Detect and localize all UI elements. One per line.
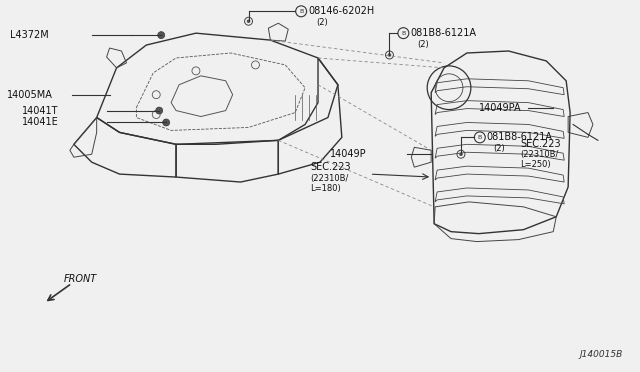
Text: 14005MA: 14005MA: [7, 90, 53, 100]
Circle shape: [459, 153, 463, 156]
Text: (2): (2): [493, 144, 506, 153]
Circle shape: [163, 119, 170, 126]
Text: B: B: [401, 31, 406, 36]
Text: L=250): L=250): [520, 160, 551, 169]
Circle shape: [157, 32, 164, 39]
Text: L4372M: L4372M: [10, 30, 49, 40]
Circle shape: [388, 53, 391, 57]
Text: B: B: [477, 135, 482, 140]
Text: 14049P: 14049P: [330, 149, 367, 159]
Text: 14049PA: 14049PA: [479, 103, 522, 113]
Text: (22310B/: (22310B/: [520, 150, 559, 159]
Text: L=180): L=180): [310, 185, 341, 193]
Text: (2): (2): [417, 39, 429, 49]
Text: SEC.223: SEC.223: [310, 162, 351, 172]
Circle shape: [247, 19, 250, 23]
Text: FRONT: FRONT: [64, 274, 97, 284]
Text: SEC.223: SEC.223: [520, 139, 561, 149]
Text: 081B8-6121A: 081B8-6121A: [410, 28, 476, 38]
Circle shape: [156, 107, 163, 114]
Text: J140015B: J140015B: [579, 350, 623, 359]
Text: B: B: [299, 9, 303, 14]
Text: 14041T: 14041T: [22, 106, 59, 116]
Text: (2): (2): [316, 18, 328, 27]
Text: 14041E: 14041E: [22, 118, 59, 128]
Text: (22310B/: (22310B/: [310, 174, 348, 183]
Text: 08146-6202H: 08146-6202H: [308, 6, 374, 16]
Text: 081B8-6121A: 081B8-6121A: [487, 132, 553, 142]
